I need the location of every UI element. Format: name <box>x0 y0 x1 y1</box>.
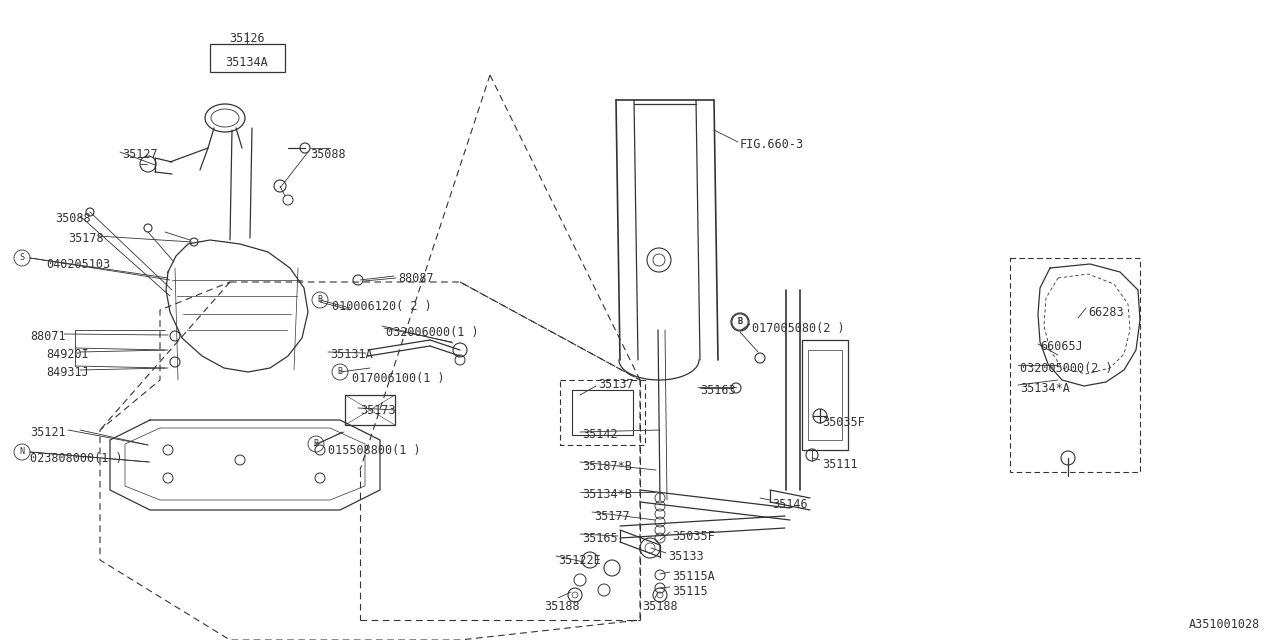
Bar <box>808 350 842 440</box>
Text: 35088: 35088 <box>55 212 91 225</box>
Bar <box>1010 258 1140 472</box>
Text: 35137: 35137 <box>598 378 634 391</box>
Text: 35035F: 35035F <box>822 416 865 429</box>
Text: S: S <box>19 253 24 262</box>
Text: 35115: 35115 <box>672 585 708 598</box>
Text: 017006100(1 ): 017006100(1 ) <box>352 372 444 385</box>
Text: B: B <box>314 440 319 449</box>
Text: 35131A: 35131A <box>330 348 372 361</box>
Text: A351001028: A351001028 <box>1189 618 1260 631</box>
Text: 35115A: 35115A <box>672 570 714 583</box>
Text: 35133: 35133 <box>668 550 704 563</box>
Text: FIG.660-3: FIG.660-3 <box>740 138 804 151</box>
Text: B: B <box>338 367 343 376</box>
Text: 35187*B: 35187*B <box>582 460 632 473</box>
Text: 023808000(1 ): 023808000(1 ) <box>29 452 123 465</box>
Text: B: B <box>317 296 323 305</box>
Text: 35134*A: 35134*A <box>1020 382 1070 395</box>
Text: 84920I: 84920I <box>46 348 88 361</box>
Text: 88087: 88087 <box>398 272 434 285</box>
Text: 66065J: 66065J <box>1039 340 1083 353</box>
Bar <box>346 395 396 425</box>
Bar <box>803 340 849 450</box>
Text: B: B <box>737 317 742 326</box>
Text: 35111: 35111 <box>822 458 858 471</box>
Text: 015508800(1 ): 015508800(1 ) <box>328 444 421 457</box>
Text: 35035F: 35035F <box>672 530 714 543</box>
Text: 032005000(2 ): 032005000(2 ) <box>1020 362 1112 375</box>
Text: 35127: 35127 <box>122 148 157 161</box>
Text: 66283: 66283 <box>1088 306 1124 319</box>
Text: 35188: 35188 <box>643 600 678 613</box>
Text: 35126: 35126 <box>229 32 265 45</box>
Text: 017005080(2 ): 017005080(2 ) <box>753 322 845 335</box>
Text: 35121: 35121 <box>29 426 65 439</box>
Text: 040205103: 040205103 <box>46 258 110 271</box>
Text: 35173: 35173 <box>360 404 396 417</box>
Text: 35177: 35177 <box>594 510 630 523</box>
Text: 010006120( 2 ): 010006120( 2 ) <box>332 300 431 313</box>
Text: B: B <box>737 317 742 326</box>
Text: 35134*B: 35134*B <box>582 488 632 501</box>
Text: 35142: 35142 <box>582 428 618 441</box>
Text: 84931J: 84931J <box>46 366 88 379</box>
Bar <box>210 44 285 72</box>
Text: 032006000(1 ): 032006000(1 ) <box>387 326 479 339</box>
Text: 35163: 35163 <box>700 384 736 397</box>
Text: 35178: 35178 <box>68 232 104 245</box>
Text: 35088: 35088 <box>310 148 346 161</box>
Text: N: N <box>19 447 24 456</box>
Text: 88071: 88071 <box>29 330 65 343</box>
Text: 35122E: 35122E <box>558 554 600 567</box>
Text: 35165: 35165 <box>582 532 618 545</box>
Text: 35188: 35188 <box>544 600 580 613</box>
Text: 35134A: 35134A <box>225 56 269 69</box>
Text: 35146: 35146 <box>772 498 808 511</box>
